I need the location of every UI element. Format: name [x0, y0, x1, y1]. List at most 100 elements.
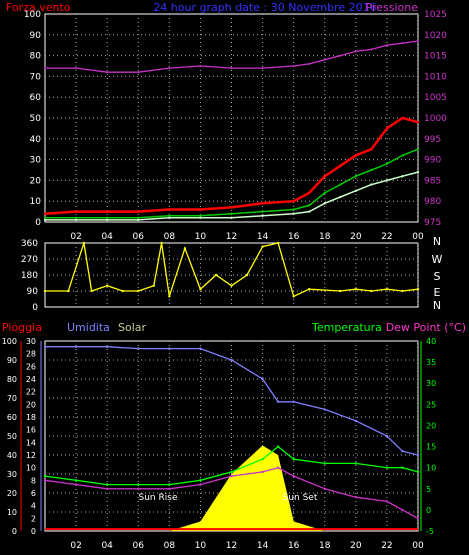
direction-point — [339, 289, 342, 293]
temperature-tick-label: 15 — [426, 443, 436, 452]
temperature-point — [199, 479, 202, 482]
direction-point — [82, 241, 86, 245]
wind-time-tick: 00 — [412, 232, 424, 242]
wind-point-3 — [261, 214, 264, 217]
wind-time-tick: 18 — [319, 232, 331, 242]
pressure-tick-label: 985 — [424, 176, 441, 186]
wind-point-1 — [43, 212, 47, 215]
rain-tick-label: 70 — [7, 394, 17, 403]
dewpoint-point — [230, 474, 233, 478]
wind-point-2 — [416, 148, 420, 151]
wind-point-3 — [137, 218, 140, 222]
pressure-tick-label: 1020 — [424, 31, 447, 41]
pressure-point — [292, 65, 295, 67]
humidity-tick-label: 6 — [31, 489, 36, 498]
temperature-point — [261, 458, 264, 461]
temperature-tick-label: -5 — [426, 527, 434, 536]
rain-tick-label: 80 — [7, 375, 17, 384]
clim-time-tick: 20 — [350, 541, 362, 551]
clim-time-tick: 04 — [101, 541, 113, 551]
direction-point — [308, 288, 311, 291]
humidity-tick-label: 30 — [26, 337, 36, 346]
dewpoint-point — [416, 517, 420, 520]
temperature-point — [416, 470, 420, 474]
wind-point-3 — [292, 212, 295, 215]
pressure-tick-label: 1025 — [424, 10, 447, 20]
wind-title: Forza vento — [6, 1, 71, 14]
humidity-tick-label: 22 — [26, 388, 36, 397]
humidity-point — [230, 358, 233, 362]
rain-axis-labels: 0 10 20 30 40 50 60 70 80 90 100 — [2, 337, 17, 536]
temperature-axis-labels: -5 0 5 10 15 20 25 30 35 40 — [426, 337, 436, 536]
temperature-tick-label: 0 — [426, 506, 431, 515]
wind-point-2 — [401, 154, 404, 157]
wind-point-2 — [74, 216, 78, 220]
pressure-tick-label: 1000 — [424, 114, 447, 124]
direction-point — [370, 289, 373, 293]
humidity-point — [199, 347, 202, 350]
wind-time-tick: 10 — [195, 232, 207, 242]
compass-label-e: E — [434, 286, 441, 299]
pressure-point — [137, 71, 140, 74]
humidity-point — [323, 408, 326, 411]
humidity-label: Umidita — [67, 321, 110, 334]
wind-point-3 — [199, 216, 202, 220]
rain-label: Pioggia — [2, 321, 42, 334]
humidity-tick-label: 20 — [26, 400, 36, 409]
humidity-tick-label: 12 — [26, 451, 36, 460]
wind-time-tick: 22 — [381, 232, 392, 242]
rain-tick-label: 30 — [7, 470, 17, 479]
humidity-tick-label: 26 — [26, 362, 36, 371]
wind-point-1 — [354, 154, 358, 157]
humidity-point — [137, 347, 140, 350]
wind-tick-label: 100 — [24, 10, 41, 20]
pressure-tick-label: 980 — [424, 197, 441, 207]
wind-point-2 — [339, 183, 342, 186]
direction-point — [416, 288, 420, 291]
direction-point — [152, 284, 155, 287]
dewpoint-point — [276, 466, 280, 469]
humidity-tick-label: 14 — [26, 438, 36, 447]
rain-tick-label: 20 — [7, 489, 17, 498]
dewpoint-point — [261, 470, 264, 474]
solar-area — [45, 445, 418, 531]
wind-series — [43, 40, 420, 222]
dewpoint-point — [168, 487, 171, 490]
clim-time-tick: 02 — [70, 541, 81, 551]
wind-tick-label: 20 — [30, 176, 42, 186]
direction-grid — [45, 243, 419, 307]
temperature-point — [385, 466, 389, 469]
clim-time-tick: 16 — [288, 541, 300, 551]
humidity-point — [401, 450, 404, 453]
wind-tick-label: 80 — [30, 52, 42, 62]
direction-point — [261, 245, 264, 248]
temperature-tick-label: 20 — [426, 421, 436, 430]
wind-grid — [45, 14, 419, 222]
temperature-tick-label: 5 — [426, 485, 431, 494]
direction-point — [401, 289, 404, 293]
rain-tick-label: 50 — [7, 432, 17, 441]
clim-time-tick: 22 — [381, 541, 392, 551]
direction-tick-label: 0 — [32, 303, 38, 313]
direction-point — [214, 273, 218, 277]
humidity-point — [105, 345, 109, 348]
wind-point-3 — [168, 216, 171, 220]
temperature-point — [43, 474, 47, 478]
pressure-point — [308, 62, 311, 65]
temperature-point — [105, 483, 109, 486]
wind-time-axis: 02 04 06 08 10 12 14 16 18 20 22 00 — [70, 232, 424, 242]
wind-point-1 — [137, 210, 140, 213]
humidity-tick-label: 24 — [26, 375, 36, 384]
direction-point — [137, 289, 140, 293]
pressure-tick-label: 1005 — [424, 93, 447, 103]
climate-panel: Pioggia Umidita Solar Temperatura Dew Po… — [2, 321, 466, 551]
wind-tick-label: 60 — [30, 93, 42, 103]
pressure-point — [168, 67, 171, 70]
direction-point — [121, 289, 124, 293]
wind-point-1 — [261, 202, 264, 205]
temperature-tick-label: 10 — [426, 464, 436, 473]
wind-point-2 — [168, 214, 171, 217]
direction-point — [354, 288, 358, 291]
wind-time-tick: 06 — [133, 232, 145, 242]
